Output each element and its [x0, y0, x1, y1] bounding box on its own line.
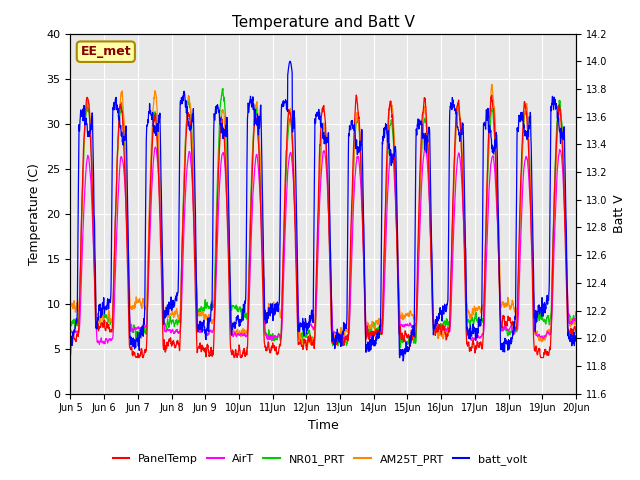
PanelTemp — [208, 351, 216, 357]
NR01_PRT — [219, 86, 227, 92]
PanelTemp — [470, 343, 478, 349]
PanelTemp — [67, 338, 74, 344]
AM25T_PRT — [338, 326, 346, 332]
AirT — [338, 331, 346, 336]
Y-axis label: Batt V: Batt V — [613, 194, 626, 233]
NR01_PRT — [349, 194, 356, 200]
NR01_PRT — [207, 299, 215, 305]
AM25T_PRT — [542, 334, 550, 340]
Y-axis label: Temperature (C): Temperature (C) — [28, 163, 41, 264]
NR01_PRT — [572, 309, 580, 314]
NR01_PRT — [470, 318, 478, 324]
NR01_PRT — [67, 321, 74, 326]
PanelTemp — [349, 176, 356, 182]
PanelTemp — [528, 246, 536, 252]
AM25T_PRT — [488, 82, 496, 87]
batt_volt — [286, 59, 294, 64]
Title: Temperature and Batt V: Temperature and Batt V — [232, 15, 415, 30]
Line: NR01_PRT: NR01_PRT — [70, 89, 576, 348]
Line: AirT: AirT — [70, 147, 576, 345]
batt_volt — [399, 358, 407, 364]
AirT — [208, 329, 216, 335]
AirT — [349, 220, 356, 226]
NR01_PRT — [528, 221, 536, 227]
batt_volt — [67, 353, 74, 359]
NR01_PRT — [397, 345, 404, 350]
Line: batt_volt: batt_volt — [70, 61, 576, 361]
batt_volt — [470, 327, 478, 333]
Legend: PanelTemp, AirT, NR01_PRT, AM25T_PRT, batt_volt: PanelTemp, AirT, NR01_PRT, AM25T_PRT, ba… — [108, 450, 532, 469]
AirT — [528, 238, 536, 243]
AirT — [67, 327, 74, 333]
batt_volt — [528, 175, 536, 180]
PanelTemp — [353, 92, 360, 98]
batt_volt — [572, 338, 580, 344]
PanelTemp — [572, 330, 580, 336]
batt_volt — [338, 341, 346, 347]
batt_volt — [207, 301, 215, 307]
NR01_PRT — [338, 336, 346, 342]
batt_volt — [542, 306, 550, 312]
PanelTemp — [338, 340, 346, 346]
AM25T_PRT — [470, 309, 477, 315]
NR01_PRT — [542, 321, 550, 327]
AM25T_PRT — [67, 300, 74, 306]
batt_volt — [349, 123, 356, 129]
AirT — [572, 317, 580, 323]
AM25T_PRT — [349, 192, 356, 197]
AirT — [95, 342, 103, 348]
Line: AM25T_PRT: AM25T_PRT — [70, 84, 576, 349]
AM25T_PRT — [528, 226, 536, 232]
Line: PanelTemp: PanelTemp — [70, 95, 576, 358]
PanelTemp — [542, 349, 550, 355]
PanelTemp — [134, 355, 142, 360]
X-axis label: Time: Time — [308, 419, 339, 432]
AirT — [470, 336, 478, 342]
AM25T_PRT — [207, 317, 215, 323]
AirT — [152, 144, 159, 150]
Text: EE_met: EE_met — [81, 45, 131, 58]
AM25T_PRT — [303, 347, 311, 352]
AM25T_PRT — [572, 313, 580, 319]
AirT — [542, 333, 550, 339]
